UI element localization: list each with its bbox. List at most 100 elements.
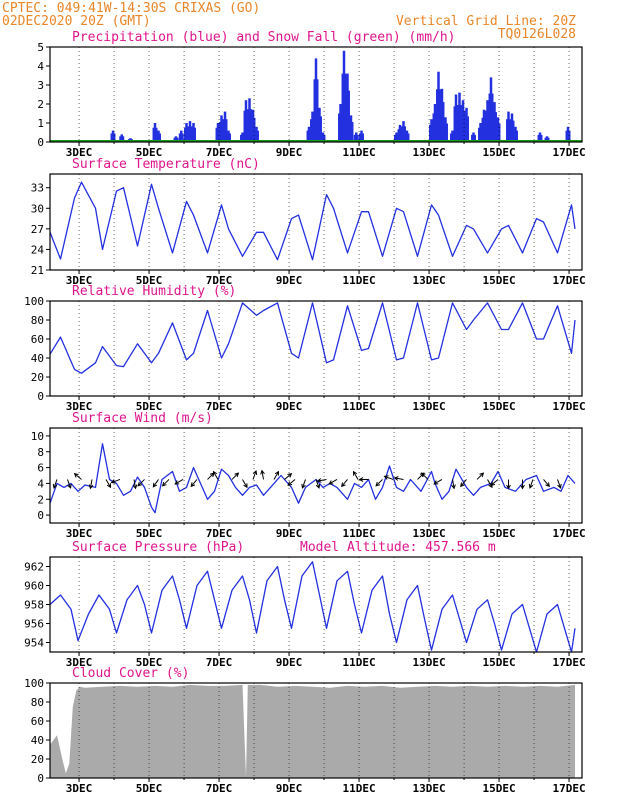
wind-arrow: [557, 479, 562, 489]
wind-arrow: [137, 479, 145, 487]
precip-bar: [315, 79, 319, 142]
y-tick-label: 20: [31, 753, 44, 766]
wind-arrow: [260, 469, 265, 480]
wind-arrow-head: [301, 483, 306, 489]
wind-arrow-shaft: [231, 472, 239, 480]
precip-bar: [539, 134, 543, 142]
x-tick-label: 3DEC: [66, 400, 93, 413]
header-grid-note: Vertical Grid Line: 20Z: [396, 14, 576, 29]
wind-arrow-shaft: [487, 479, 493, 488]
x-tick-label: 13DEC: [412, 527, 445, 540]
wind-arrow-shaft: [284, 473, 292, 480]
y-tick-label: 6: [37, 462, 44, 475]
x-tick-label: 13DEC: [412, 656, 445, 669]
precip-bar: [356, 134, 359, 142]
wind-arrow-head: [341, 482, 346, 488]
series-line-temp: [49, 181, 576, 261]
wind-arrow-head: [520, 484, 525, 490]
wind-arrow-head: [243, 483, 248, 489]
panel-frame: [49, 682, 583, 779]
wind-arrow-shaft: [421, 472, 429, 480]
x-tick-label: 5DEC: [136, 782, 163, 795]
x-tick-label: 3DEC: [66, 782, 93, 795]
wind-arrow-head: [234, 472, 240, 478]
wind-arrow: [358, 477, 369, 482]
x-tick-label: 9DEC: [276, 274, 303, 287]
x-tick-label: 17DEC: [552, 146, 585, 159]
panel-frame: [49, 300, 583, 397]
wind-arrow-head: [315, 483, 321, 489]
x-tick-label: 9DEC: [276, 400, 303, 413]
header-date: 02DEC2020 20Z (GMT): [2, 14, 151, 29]
precip-bar: [158, 133, 161, 142]
x-tick-label: 13DEC: [412, 400, 445, 413]
x-tick-label: 11DEC: [342, 782, 375, 795]
y-tick-label: 2: [37, 98, 44, 111]
y-tick-label: 5: [37, 41, 44, 54]
series-line-rh: [49, 302, 576, 374]
wind-arrow-head: [433, 480, 439, 485]
x-tick-label: 3DEC: [66, 146, 93, 159]
wind-arrow-shaft: [394, 477, 404, 480]
y-tick-label: 4: [37, 60, 44, 73]
wind-arrow-shaft: [476, 472, 484, 480]
precip-bar: [322, 134, 326, 142]
wind-arrow: [284, 473, 293, 480]
x-tick-label: 7DEC: [206, 274, 233, 287]
wind-arrow-shaft: [353, 471, 359, 480]
wind-arrow-shaft: [317, 478, 327, 482]
wind-arrow: [161, 479, 170, 487]
wind-arrow-shaft: [328, 479, 338, 485]
precip-bar: [466, 116, 469, 142]
wind-arrow-head: [506, 484, 511, 490]
precip-bar: [319, 116, 322, 142]
precip-bar: [112, 133, 116, 142]
y-tick-label: 24: [31, 243, 45, 256]
wind-arrow-shaft: [384, 475, 394, 480]
x-tick-label: 7DEC: [206, 146, 233, 159]
precip-bar: [181, 133, 184, 142]
wind-arrow-head: [451, 484, 456, 490]
x-tick-label: 9DEC: [276, 527, 303, 540]
wind-arrow: [190, 479, 198, 488]
panel-frame: [49, 427, 583, 524]
wind-arrow-head: [460, 482, 465, 488]
wind-arrow: [460, 479, 467, 488]
wind-arrow: [212, 470, 219, 480]
y-tick-label: 954: [24, 637, 44, 650]
x-tick-label: 9DEC: [276, 656, 303, 669]
x-tick-label: 15DEC: [482, 274, 515, 287]
precip-bar: [361, 133, 364, 142]
wind-arrow-shaft: [252, 470, 257, 480]
y-tick-label: 10: [31, 430, 44, 443]
y-tick-label: 27: [31, 223, 44, 236]
wind-arrow: [383, 475, 394, 480]
wind-arrow: [433, 479, 443, 485]
x-tick-label: 15DEC: [482, 400, 515, 413]
y-tick-label: 30: [31, 202, 44, 215]
wind-arrow-head: [137, 481, 143, 487]
wind-arrow: [393, 476, 404, 481]
panel-precip: Precipitation (blue) and Snow Fall (gree…: [37, 30, 585, 159]
wind-arrow-head: [110, 479, 116, 484]
wind-arrow-shaft: [105, 479, 111, 488]
wind-arrow: [506, 479, 511, 490]
panel-title: Relative Humidity (%): [72, 284, 236, 299]
wind-arrow: [73, 473, 82, 480]
wind-arrow: [451, 479, 456, 490]
x-tick-label: 15DEC: [482, 146, 515, 159]
wind-arrow: [231, 472, 240, 480]
wind-arrow-head: [52, 483, 58, 489]
y-tick-label: 60: [31, 333, 44, 346]
wind-arrow-head: [420, 472, 426, 478]
y-tick-label: 1: [37, 117, 44, 130]
wind-arrow-head: [287, 473, 293, 478]
x-tick-label: 17DEC: [552, 274, 585, 287]
y-tick-label: 0: [37, 390, 44, 403]
x-tick-label: 5DEC: [136, 274, 163, 287]
precip-bar: [445, 123, 448, 142]
wind-arrow-shaft: [460, 479, 467, 487]
wind-arrow-head: [358, 477, 364, 482]
x-tick-label: 11DEC: [342, 527, 375, 540]
panel-frame: [49, 556, 583, 653]
